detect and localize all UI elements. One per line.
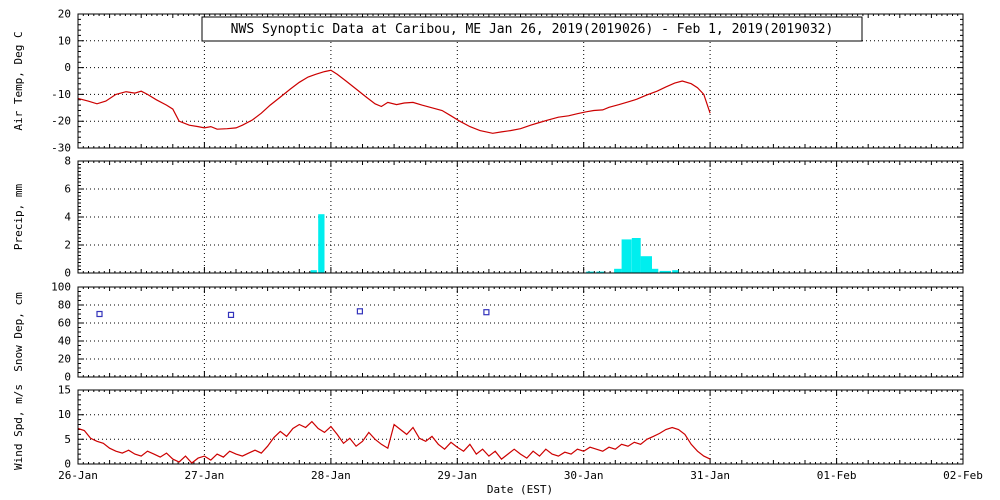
snow_depth-marker xyxy=(96,310,103,318)
precip-bar xyxy=(631,238,641,273)
horizontal-gridlines xyxy=(78,304,963,360)
y-tick-label: 5 xyxy=(64,433,71,446)
title-group: NWS Synoptic Data at Caribou, ME Jan 26,… xyxy=(201,16,863,42)
panel-border xyxy=(77,286,964,378)
x-tick-label: 30-Jan xyxy=(564,469,604,482)
y-tick-label: -10 xyxy=(51,88,71,101)
precip-bar xyxy=(318,214,325,273)
wind_speed-line xyxy=(77,420,711,464)
air_temp-line xyxy=(77,69,711,134)
y-tick-label: 2 xyxy=(64,239,71,252)
x-tick-label: 26-Jan xyxy=(58,469,98,482)
y-tick-label: -20 xyxy=(51,115,71,128)
precip-bar xyxy=(614,268,622,273)
precip-bar xyxy=(640,256,652,273)
y-tick-label: 100 xyxy=(51,281,71,294)
panels-group: 20100-10-20-308642010080604020015105026-… xyxy=(51,8,983,483)
precip-bar xyxy=(621,239,632,273)
title-box xyxy=(201,16,863,42)
y-tick-label: 10 xyxy=(58,408,71,421)
x-tick-label: 31-Jan xyxy=(690,469,730,482)
x-tick-marks xyxy=(77,390,964,464)
y-axis-labels: Air Temp, Deg C Precip, mm Snow Dep, cm … xyxy=(12,31,25,470)
x-tick-marks xyxy=(77,287,964,377)
y-tick-label: 80 xyxy=(58,299,71,312)
panel-border xyxy=(77,13,964,149)
x-tick-label: 01-Feb xyxy=(817,469,857,482)
vertical-gridlines xyxy=(203,161,838,273)
horizontal-gridlines xyxy=(78,414,963,440)
precip-bar xyxy=(652,268,659,273)
panel-border xyxy=(77,389,964,465)
precip-bar xyxy=(310,270,317,273)
vertical-gridlines xyxy=(203,390,838,464)
y-tick-label: 20 xyxy=(58,8,71,21)
x-tick-label: 27-Jan xyxy=(185,469,225,482)
y-tick-label: 4 xyxy=(64,211,71,224)
ylabel-snow-dep: Snow Dep, cm xyxy=(12,292,25,372)
y-tick-marks xyxy=(78,389,963,465)
y-tick-label: 15 xyxy=(58,384,71,397)
x-tick-label: 28-Jan xyxy=(311,469,351,482)
y-tick-label: 0 xyxy=(64,371,71,384)
vertical-gridlines xyxy=(203,287,838,377)
snow_depth-marker xyxy=(227,311,235,318)
panel-border xyxy=(77,160,964,274)
ylabel-air-temp: Air Temp, Deg C xyxy=(12,31,25,130)
y-tick-label: -30 xyxy=(51,142,71,155)
precip-bar xyxy=(659,270,671,273)
y-tick-label: 0 xyxy=(64,267,71,280)
x-tick-label: 02-Feb xyxy=(943,469,983,482)
y-tick-label: 20 xyxy=(58,353,71,366)
horizontal-gridlines xyxy=(78,40,963,122)
precip-bar xyxy=(672,270,679,273)
snow_depth-marker xyxy=(483,309,490,316)
ylabel-wind-spd: Wind Spd, m/s xyxy=(12,384,25,470)
y-tick-label: 60 xyxy=(58,317,71,330)
y-tick-label: 0 xyxy=(64,61,71,74)
y-tick-marks xyxy=(78,286,963,378)
y-tick-label: 8 xyxy=(64,155,71,168)
precip-bar xyxy=(586,271,594,273)
y-tick-label: 10 xyxy=(58,34,71,47)
precip-bar xyxy=(596,271,604,273)
snow_depth-marker xyxy=(356,308,363,315)
x-tick-label: 29-Jan xyxy=(437,469,477,482)
xlabel: Date (EST) xyxy=(487,483,553,496)
y-tick-label: 0 xyxy=(64,458,71,471)
y-tick-label: 40 xyxy=(58,335,71,348)
y-tick-label: 6 xyxy=(64,183,71,196)
chart-title: NWS Synoptic Data at Caribou, ME Jan 26,… xyxy=(231,22,834,37)
horizontal-gridlines xyxy=(78,188,963,246)
ylabel-precip: Precip, mm xyxy=(12,184,25,251)
